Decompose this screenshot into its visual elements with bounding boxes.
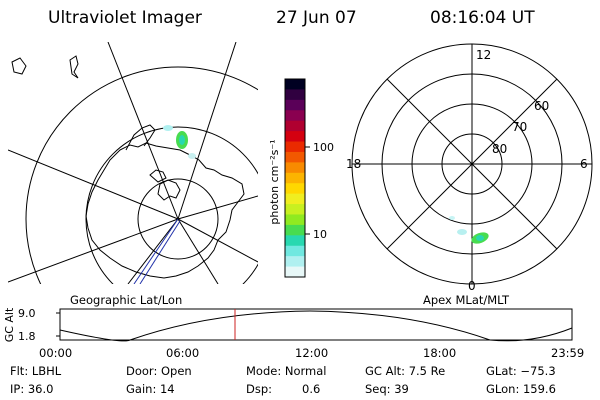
ip-info: IP: 36.0	[10, 382, 54, 396]
lat-label-70: 70	[512, 120, 527, 134]
geo-map-label: Geographic Lat/Lon	[70, 293, 182, 307]
coastline	[125, 124, 156, 151]
polar-aurora	[449, 216, 489, 244]
colorbar-band	[285, 151, 305, 163]
y-axis-label: GC Alt	[3, 307, 16, 342]
coastline	[69, 55, 79, 79]
colorbar-band	[285, 266, 305, 278]
colorbar-band	[285, 172, 305, 184]
colorbar-band	[285, 131, 305, 143]
colorbar-band	[285, 89, 305, 101]
altitude-frame	[59, 308, 573, 341]
colorbar-band	[285, 214, 305, 226]
instrument-title: Ultraviolet Imager	[48, 8, 202, 28]
date-label: 27 Jun 07	[276, 8, 357, 28]
mlt-label-12: 12	[476, 48, 491, 62]
x-tick-label: 23:59	[551, 346, 584, 360]
colorbar-band	[285, 120, 305, 132]
gc-alt-info: GC Alt: 7.5 Re	[365, 364, 446, 378]
y-tick-label: 9.0	[18, 307, 36, 320]
coastline	[85, 142, 245, 279]
altitude-plot: 9.0 1.8 GC Alt 00:00 06:00 12:00 18:00 2…	[3, 307, 584, 360]
aurora-patch	[449, 216, 455, 220]
y-tick-label: 1.8	[18, 330, 36, 343]
colorbar-band	[285, 162, 305, 174]
lat-label-80: 80	[492, 142, 507, 156]
mlt-label-0: 0	[468, 279, 476, 293]
colorbar-band	[285, 110, 305, 122]
geo-lon-line	[177, 195, 258, 220]
colorbar-band	[285, 183, 305, 195]
geo-lon-line	[8, 218, 179, 283]
geographic-map	[8, 42, 258, 284]
colorbar-unit-label: photon cm⁻²s⁻¹	[268, 139, 281, 224]
glat-info: GLat: −75.3	[486, 364, 556, 378]
glon-info: GLon: 159.6	[486, 382, 556, 396]
aurora-patch	[179, 135, 185, 145]
colorbar-band	[285, 235, 305, 247]
filter-info: Flt: LBHL	[10, 364, 62, 378]
lat-label-60: 60	[534, 99, 549, 113]
coastline	[149, 169, 167, 183]
door-info: Door: Open	[126, 364, 192, 378]
coastline	[11, 57, 27, 75]
geo-lon-line	[177, 42, 237, 220]
ground-track	[139, 220, 181, 284]
colorbar-tick-label: 100	[313, 141, 334, 154]
colorbar-band	[285, 224, 305, 236]
time-label: 08:16:04 UT	[430, 8, 535, 28]
colorbar-band	[285, 256, 305, 268]
geo-lon-line	[177, 218, 219, 284]
colorbar-tick-label: 10	[313, 228, 327, 241]
dsp-value: 0.6	[302, 382, 321, 396]
colorbar-band	[285, 245, 305, 257]
dsp-label: Dsp:	[246, 382, 273, 396]
colorbar-band	[285, 204, 305, 216]
ground-track	[133, 218, 179, 284]
colorbar-band	[285, 141, 305, 153]
mode-info: Mode: Normal	[246, 364, 327, 378]
gain-info: Gain: 14	[126, 382, 175, 396]
geo-lon-line	[127, 218, 179, 284]
aurora-patch	[457, 229, 467, 235]
mlt-label-6: 6	[580, 157, 588, 171]
x-tick-label: 12:00	[295, 346, 328, 360]
geo-lon-line	[8, 149, 179, 220]
colorbar-band	[285, 79, 305, 91]
altitude-curve	[59, 310, 573, 342]
x-tick-label: 00:00	[39, 346, 72, 360]
colorbar	[285, 79, 305, 278]
aurora-patch	[476, 235, 484, 241]
x-tick-label: 18:00	[423, 346, 456, 360]
colorbar-band	[285, 99, 305, 111]
polar-plot	[351, 43, 593, 285]
seq-info: Seq: 39	[365, 382, 409, 396]
mlt-label-18: 18	[346, 157, 361, 171]
aurora-patch	[188, 153, 196, 159]
geo-lat-circle	[25, 66, 258, 284]
geo-lon-line	[107, 42, 179, 220]
colorbar-frame	[284, 78, 306, 278]
aurora-patch	[163, 125, 173, 131]
x-tick-label: 06:00	[166, 346, 199, 360]
geo-lat-circle	[137, 178, 219, 260]
polar-label: Apex MLat/MLT	[423, 293, 510, 307]
polar-mlt-line	[386, 78, 558, 250]
coastline	[157, 179, 181, 201]
colorbar-band	[285, 193, 305, 205]
